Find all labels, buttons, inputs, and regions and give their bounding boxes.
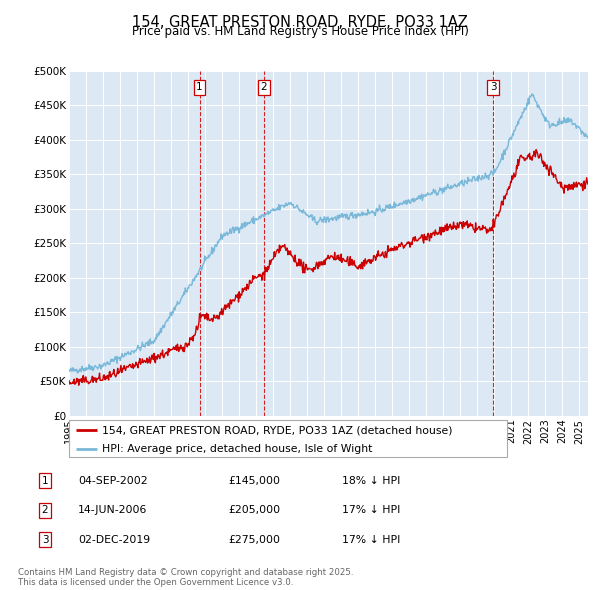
Text: 154, GREAT PRESTON ROAD, RYDE, PO33 1AZ: 154, GREAT PRESTON ROAD, RYDE, PO33 1AZ [132, 15, 468, 30]
Text: £205,000: £205,000 [228, 506, 280, 515]
Text: 154, GREAT PRESTON ROAD, RYDE, PO33 1AZ (detached house): 154, GREAT PRESTON ROAD, RYDE, PO33 1AZ … [102, 425, 452, 435]
Text: 3: 3 [41, 535, 49, 545]
Text: 1: 1 [196, 83, 203, 93]
Text: HPI: Average price, detached house, Isle of Wight: HPI: Average price, detached house, Isle… [102, 444, 372, 454]
Text: 17% ↓ HPI: 17% ↓ HPI [342, 535, 400, 545]
Text: 18% ↓ HPI: 18% ↓ HPI [342, 476, 400, 486]
Text: Price paid vs. HM Land Registry's House Price Index (HPI): Price paid vs. HM Land Registry's House … [131, 25, 469, 38]
Text: Contains HM Land Registry data © Crown copyright and database right 2025.
This d: Contains HM Land Registry data © Crown c… [18, 568, 353, 587]
Text: 14-JUN-2006: 14-JUN-2006 [78, 506, 148, 515]
Text: 2: 2 [41, 506, 49, 515]
FancyBboxPatch shape [69, 420, 507, 457]
Text: 04-SEP-2002: 04-SEP-2002 [78, 476, 148, 486]
Text: 1: 1 [41, 476, 49, 486]
Text: £275,000: £275,000 [228, 535, 280, 545]
Text: 3: 3 [490, 83, 496, 93]
Text: £145,000: £145,000 [228, 476, 280, 486]
Text: 02-DEC-2019: 02-DEC-2019 [78, 535, 150, 545]
Text: 2: 2 [260, 83, 267, 93]
Text: 17% ↓ HPI: 17% ↓ HPI [342, 506, 400, 515]
